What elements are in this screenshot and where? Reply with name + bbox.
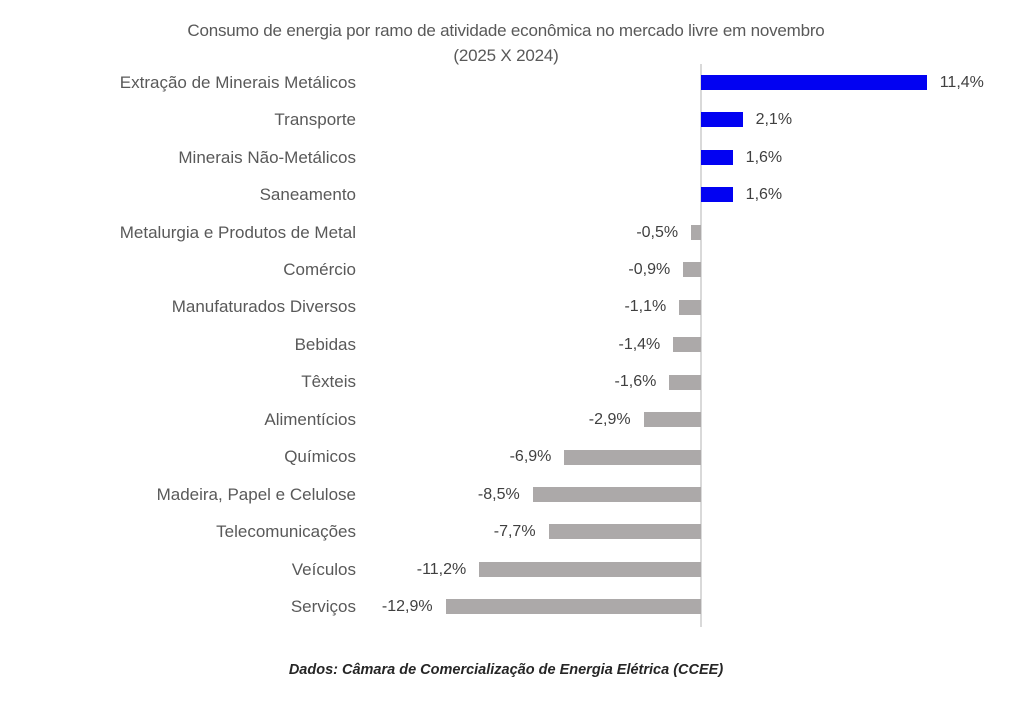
- bar-row: Veículos -11,2%: [0, 551, 1012, 588]
- value-label: -8,5%: [477, 485, 520, 503]
- category-label: Madeira, Papel e Celulose: [156, 484, 356, 504]
- category-label: Manufaturados Diversos: [171, 297, 356, 317]
- source-note: Dados: Câmara de Comercialização de Ener…: [288, 662, 724, 678]
- bar-row: Químicos -6,9%: [0, 439, 1012, 476]
- bar-row: Manufaturados Diversos -1,1%: [0, 289, 1012, 326]
- bar-row: Madeira, Papel e Celulose -8,5%: [0, 476, 1012, 513]
- value-label: -0,9%: [628, 260, 671, 278]
- value-label: 2,1%: [755, 111, 793, 129]
- bar-row: Serviços -12,9%: [0, 588, 1012, 625]
- bar: [701, 75, 927, 90]
- category-label: Químicos: [284, 447, 356, 467]
- value-label: -1,6%: [614, 373, 657, 391]
- bar: [643, 412, 701, 428]
- category-label: Comércio: [283, 259, 356, 279]
- bar: [673, 337, 701, 353]
- value-label: -12,9%: [381, 598, 433, 616]
- category-label: Serviços: [290, 597, 356, 617]
- bar: [532, 486, 701, 502]
- value-label: -1,4%: [618, 335, 661, 353]
- category-label: Minerais Não-Metálicos: [178, 147, 356, 167]
- bar-row: Minerais Não-Metálicos 1,6%: [0, 139, 1012, 176]
- bar-row: Metalurgia e Produtos de Metal -0,5%: [0, 214, 1012, 251]
- category-label: Extração de Minerais Metálicos: [119, 72, 356, 92]
- bar-row: Alimentícios -2,9%: [0, 401, 1012, 438]
- bar: [691, 224, 701, 240]
- value-label: -2,9%: [588, 410, 631, 428]
- bar: [445, 599, 701, 615]
- chart-title: Consumo de energia por ramo de atividade…: [0, 18, 1012, 68]
- bar-row: Extração de Minerais Metálicos 11,4%: [0, 64, 1012, 101]
- bar: [669, 374, 701, 390]
- bar-row: Bebidas -1,4%: [0, 326, 1012, 363]
- bar-row: Têxteis -1,6%: [0, 364, 1012, 401]
- category-label: Veículos: [291, 559, 356, 579]
- y-axis-line: [700, 64, 702, 627]
- bar: [683, 262, 701, 278]
- value-label: 11,4%: [939, 73, 984, 91]
- value-label: 1,6%: [745, 186, 783, 204]
- value-label: -1,1%: [624, 298, 667, 316]
- bar: [701, 187, 733, 203]
- category-label: Saneamento: [259, 185, 356, 205]
- bar: [479, 561, 701, 577]
- category-label: Bebidas: [294, 334, 356, 354]
- chart-title-line1: Consumo de energia por ramo de atividade…: [187, 21, 825, 40]
- category-label: Têxteis: [301, 372, 356, 392]
- category-label: Telecomunicações: [216, 522, 356, 542]
- bar: [548, 524, 701, 540]
- value-label: 1,6%: [745, 148, 783, 166]
- bar-row: Saneamento 1,6%: [0, 176, 1012, 213]
- value-label: -0,5%: [636, 223, 679, 241]
- value-label: -7,7%: [493, 523, 536, 541]
- bar-row: Telecomunicações -7,7%: [0, 513, 1012, 550]
- bar: [701, 149, 733, 165]
- chart-title-line2: (2025 X 2024): [453, 46, 559, 65]
- category-label: Transporte: [274, 110, 356, 130]
- value-label: -11,2%: [416, 560, 467, 578]
- value-label: -6,9%: [509, 448, 552, 466]
- category-label: Alimentícios: [264, 409, 356, 429]
- bar: [564, 449, 701, 465]
- category-label: Metalurgia e Produtos de Metal: [119, 222, 356, 242]
- bar: [701, 112, 743, 128]
- plot-area: Extração de Minerais Metálicos 11,4% Tra…: [0, 64, 1012, 627]
- bar-row: Comércio -0,9%: [0, 251, 1012, 288]
- bar-row: Transporte 2,1%: [0, 101, 1012, 138]
- bar: [679, 299, 701, 315]
